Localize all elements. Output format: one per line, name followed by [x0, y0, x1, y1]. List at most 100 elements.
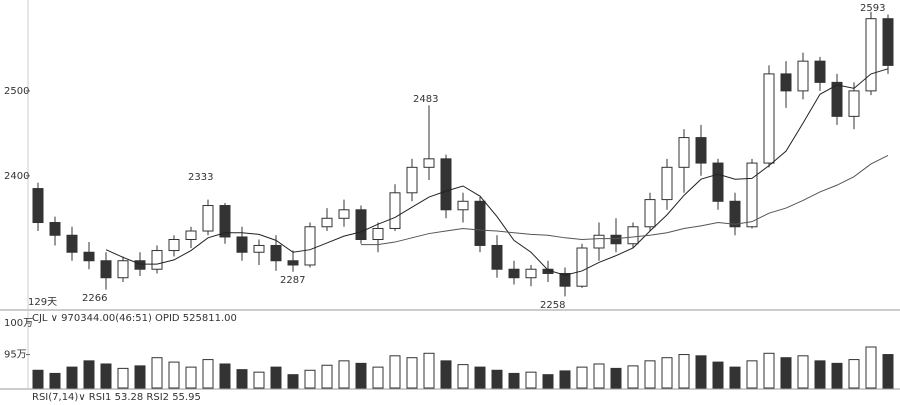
candle-body [882, 18, 894, 66]
y-tick-label: 100万 [4, 318, 33, 329]
volume-bar [882, 354, 894, 389]
candle-body [236, 236, 248, 253]
price-annotation: 2258 [540, 300, 565, 311]
candle-body [304, 226, 316, 266]
volume-bar [542, 374, 554, 389]
candle-body [49, 222, 61, 236]
volume-bar [678, 354, 690, 389]
candle-body [780, 73, 792, 92]
candle-body [712, 162, 724, 202]
candle-body [372, 227, 384, 241]
candle-body [32, 188, 44, 224]
candle-body [270, 244, 282, 262]
volume-bar [797, 355, 809, 389]
volume-bar [49, 372, 61, 389]
candle-body [491, 244, 503, 270]
volume-bar [287, 374, 299, 389]
volume-bar [593, 363, 605, 389]
candle-body [627, 226, 639, 245]
price-annotation: 2266 [82, 293, 107, 304]
candle-body [321, 217, 333, 228]
candle-body [831, 81, 843, 117]
volume-bar [168, 361, 180, 389]
candle-body [219, 205, 231, 238]
candle-body [678, 137, 690, 168]
candle-body [253, 244, 265, 253]
volume-bar [389, 355, 401, 389]
volume-header: CJL ∨ 970344.00(46:51) OPID 525811.00 [32, 313, 237, 324]
candle-body [389, 192, 401, 229]
price-annotation: 2483 [413, 94, 438, 105]
candle-body [525, 268, 537, 279]
volume-bar [355, 362, 367, 389]
candle-body [508, 268, 520, 279]
candle-body [814, 60, 826, 83]
price-annotation: 2593 [860, 3, 885, 14]
price-annotation: 2333 [188, 172, 213, 183]
volume-bar [185, 366, 197, 389]
candle-body [440, 158, 452, 211]
candle-body [66, 234, 78, 253]
volume-bar [457, 364, 469, 389]
volume-bar [814, 360, 826, 389]
candle-body [763, 73, 775, 164]
volume-bar [559, 370, 571, 389]
volume-bar [100, 363, 112, 389]
volume-bar [746, 360, 758, 389]
volume-bar [695, 355, 707, 389]
volume-bar [151, 357, 163, 389]
candle-body [593, 234, 605, 249]
candle-body [100, 260, 112, 279]
candle-body [559, 272, 571, 287]
volume-bar [729, 366, 741, 389]
volume-bar [474, 366, 486, 389]
volume-bar [865, 346, 877, 389]
candle-body [746, 162, 758, 228]
candle-body [338, 209, 350, 219]
volume-bar [440, 360, 452, 389]
volume-bar [117, 367, 129, 389]
candle-body [185, 230, 197, 241]
candle-body [695, 137, 707, 164]
candle-body [117, 260, 129, 279]
ma-line [361, 154, 889, 246]
volume-bar [423, 352, 435, 389]
candle-body [134, 260, 146, 270]
y-tick-label: 2400 [4, 171, 29, 182]
price-annotation: 2287 [280, 275, 305, 286]
volume-bar [644, 360, 656, 389]
candle-body [151, 250, 163, 270]
volume-bar [508, 372, 520, 389]
volume-bar [763, 352, 775, 389]
ma-line [105, 68, 889, 276]
candle-body [423, 158, 435, 168]
volume-bar [202, 359, 214, 389]
y-tick-label: 95万 [4, 350, 27, 361]
volume-bar [491, 369, 503, 389]
candle-body [797, 60, 809, 92]
volume-bar [83, 360, 95, 389]
volume-bar [32, 369, 44, 389]
volume-bar [372, 366, 384, 389]
volume-bar [848, 359, 860, 389]
candle-body [355, 209, 367, 241]
candle-body [457, 200, 469, 211]
volume-bar [134, 365, 146, 389]
volume-bar [406, 357, 418, 389]
indicator-footer: RSI(7,14)∨ RSI1 53.28 RSI2 55.95 [32, 392, 201, 403]
volume-bar [525, 371, 537, 389]
candle-body [202, 205, 214, 232]
volume-bar [610, 367, 622, 389]
candle-body [610, 234, 622, 245]
candle-body [848, 90, 860, 117]
volume-bar [236, 369, 248, 389]
volume-bar [321, 364, 333, 389]
candle-body [729, 200, 741, 228]
candle-body [644, 199, 656, 228]
volume-bar [780, 357, 792, 389]
candle-body [576, 247, 588, 287]
volume-bar [270, 366, 282, 389]
period-label: 129天 [28, 297, 57, 308]
volume-bar [338, 360, 350, 389]
y-tick-label: 2500 [4, 86, 29, 97]
